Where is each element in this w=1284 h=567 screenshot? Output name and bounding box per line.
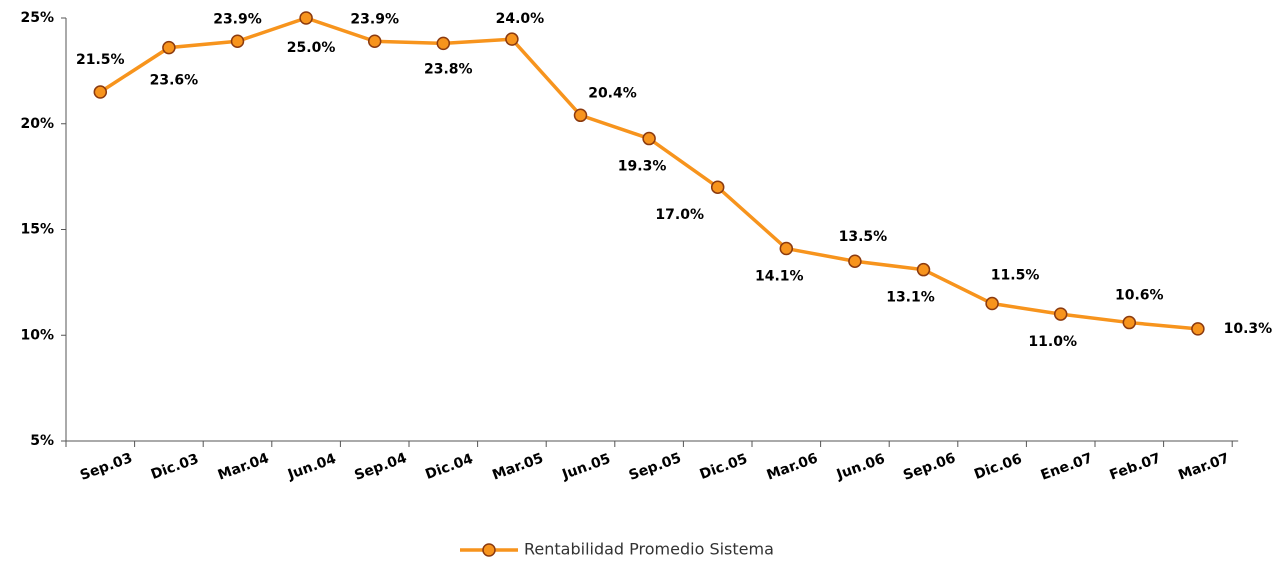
x-tick-label: Mar.07 xyxy=(1176,450,1231,483)
point xyxy=(505,32,519,46)
data-label: 25.0% xyxy=(287,40,336,56)
data-label: 14.1% xyxy=(755,269,804,285)
data-label: 23.9% xyxy=(350,11,399,27)
data-label: 19.3% xyxy=(618,159,667,175)
x-tick-label: Sep.03 xyxy=(78,450,135,484)
x-tick-label: Dic.05 xyxy=(698,451,750,483)
data-label: 13.1% xyxy=(886,290,935,306)
point xyxy=(985,296,999,311)
data-label: 23.6% xyxy=(150,73,199,89)
point xyxy=(710,180,725,194)
data-label: 21.5% xyxy=(76,52,125,68)
point xyxy=(299,11,313,25)
point xyxy=(1191,322,1205,336)
x-tick-label: Dic.04 xyxy=(423,451,475,483)
data-label: 11.5% xyxy=(991,268,1040,284)
x-tick-label: Sep.05 xyxy=(627,450,684,484)
x-tick-label: Jun.06 xyxy=(834,451,887,483)
legend-text: Rentabilidad Promedio Sistema xyxy=(524,540,774,559)
legend-marker xyxy=(482,543,496,557)
data-label: 13.5% xyxy=(839,229,888,245)
x-tick-label: Mar.04 xyxy=(216,450,272,483)
x-tick-label: Sep.06 xyxy=(901,450,958,484)
x-tick-label: Jun.04 xyxy=(285,451,339,484)
point xyxy=(436,36,451,51)
point xyxy=(848,254,862,268)
x-tick-label: Jun.05 xyxy=(559,451,612,483)
point xyxy=(1053,307,1068,321)
point xyxy=(367,34,382,49)
data-label: 24.0% xyxy=(496,11,545,27)
point xyxy=(162,40,176,55)
point xyxy=(916,262,931,277)
x-tick-label: Dic.03 xyxy=(149,451,201,483)
y-tick-label: 15% xyxy=(20,222,54,238)
data-label: 20.4% xyxy=(588,85,637,101)
point xyxy=(1122,315,1137,330)
point xyxy=(642,131,656,146)
data-label: 23.8% xyxy=(424,61,473,77)
point xyxy=(93,85,108,99)
point xyxy=(230,34,245,49)
data-label: 10.6% xyxy=(1115,288,1164,304)
x-tick-label: Dic.06 xyxy=(972,451,1024,483)
data-label: 17.0% xyxy=(655,207,704,223)
y-tick-label: 5% xyxy=(30,433,54,449)
x-tick-label: Sep.04 xyxy=(352,450,409,484)
y-tick-label: 10% xyxy=(20,327,54,343)
y-tick-label: 20% xyxy=(20,116,54,132)
point xyxy=(779,241,794,256)
y-tick-label: 25% xyxy=(20,10,54,26)
data-label: 10.3% xyxy=(1224,321,1273,337)
x-tick-label: Feb.07 xyxy=(1108,450,1164,483)
x-tick-label: Ene.07 xyxy=(1039,450,1095,483)
x-tick-label: Mar.05 xyxy=(490,450,545,483)
point xyxy=(573,108,588,123)
data-label: 23.9% xyxy=(213,11,262,27)
data-label: 11.0% xyxy=(1028,334,1077,350)
x-tick-label: Mar.06 xyxy=(765,450,820,483)
